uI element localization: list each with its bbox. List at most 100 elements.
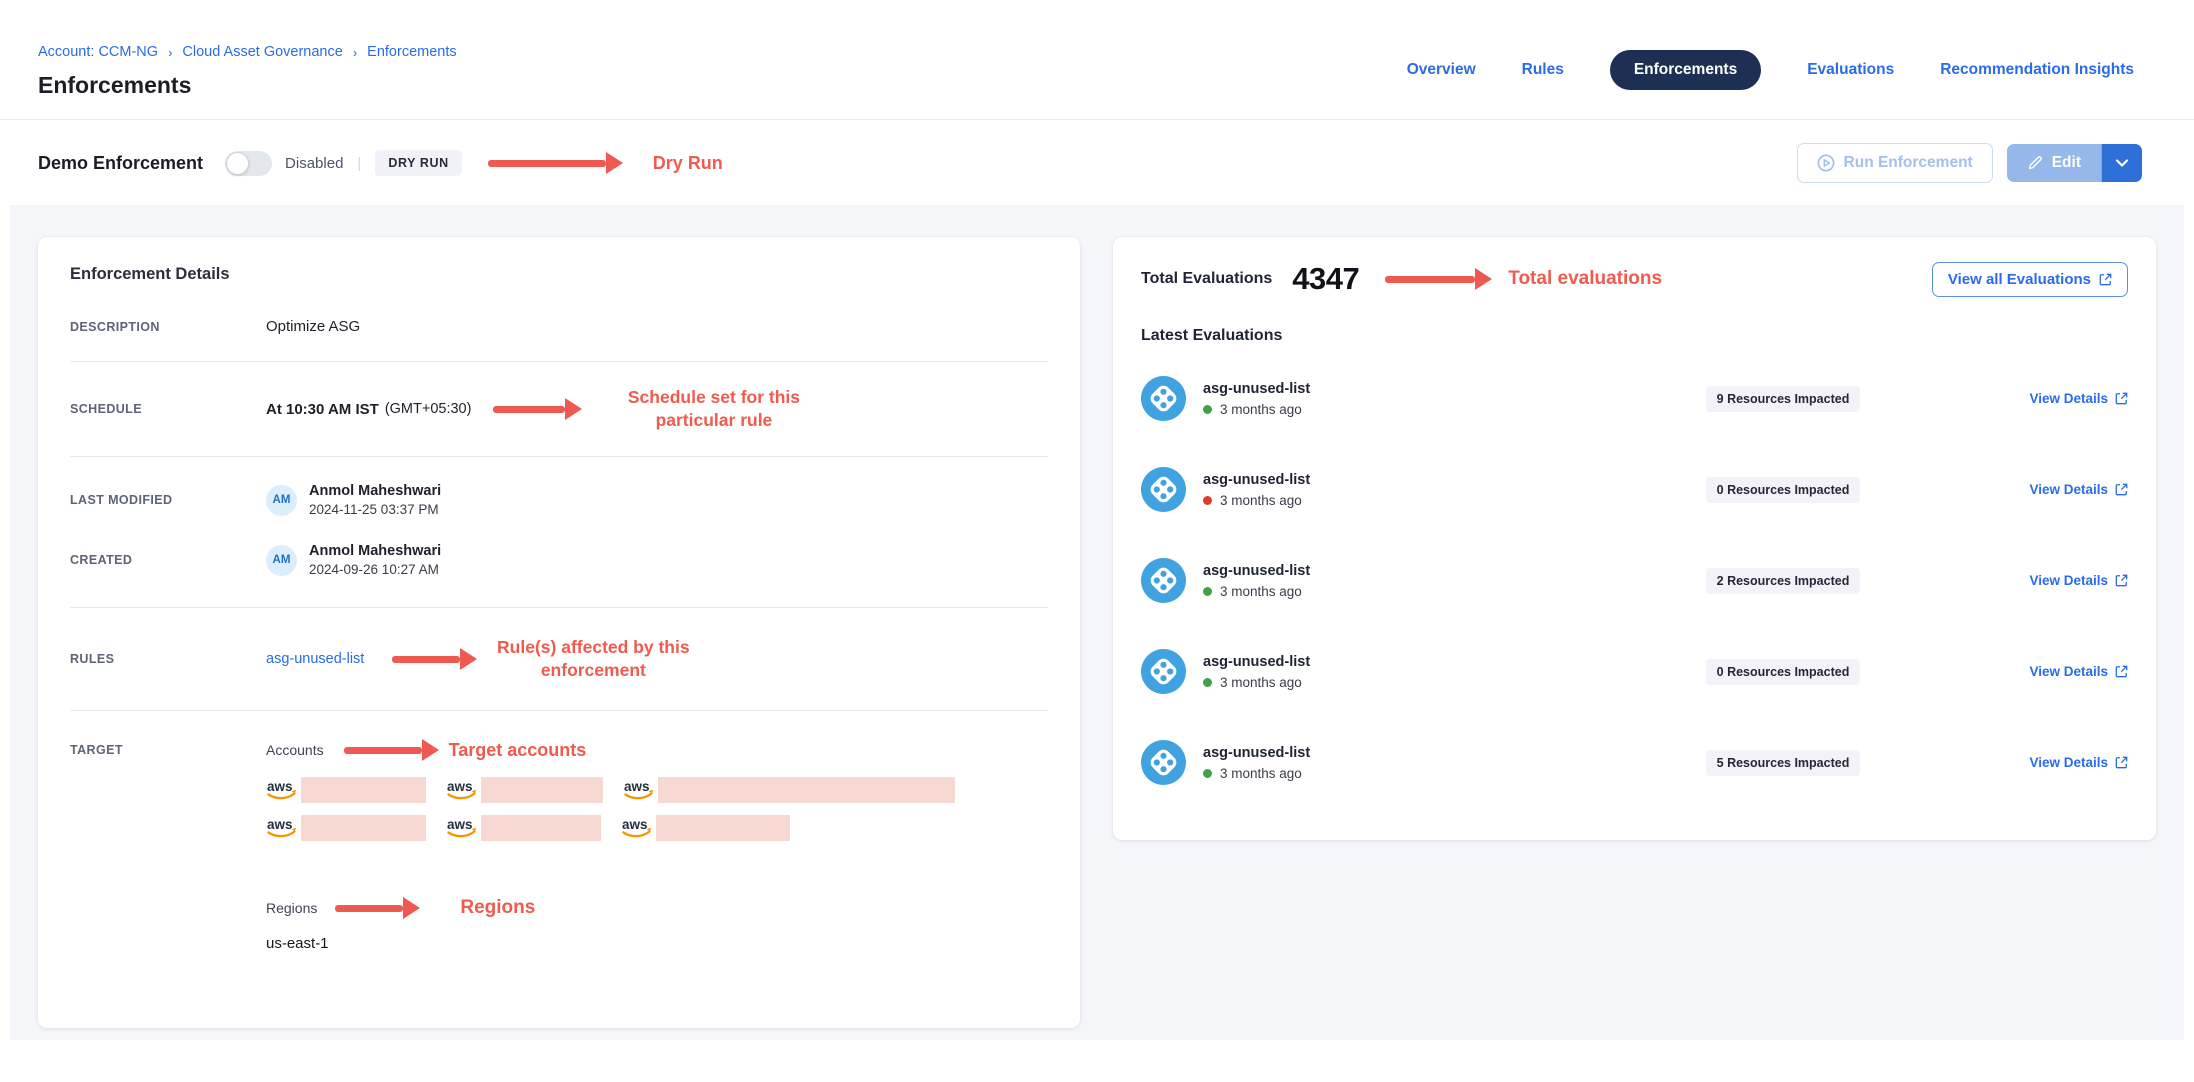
target-account-item: aws <box>623 777 955 804</box>
view-details-link[interactable]: View Details <box>1963 391 2128 406</box>
view-details-link[interactable]: View Details <box>1963 482 2128 497</box>
edit-dropdown-button[interactable] <box>2102 144 2142 182</box>
target-account-item: aws <box>621 815 790 842</box>
evaluation-row: asg-unused-list 3 months ago 0 Resources… <box>1141 626 2128 717</box>
evaluations-list: asg-unused-list 3 months ago 9 Resources… <box>1141 353 2128 808</box>
evaluations-card: Total Evaluations 4347 Total evaluations… <box>1113 237 2156 840</box>
external-link-icon <box>2115 392 2128 405</box>
schedule-value: At 10:30 AM IST <box>266 400 379 418</box>
edit-button[interactable]: Edit <box>2006 144 2102 182</box>
tab-evaluations[interactable]: Evaluations <box>1807 61 1895 78</box>
divider <box>70 361 1048 362</box>
evaluation-time: 3 months ago <box>1220 401 1302 417</box>
external-link-icon <box>2115 665 2128 678</box>
evaluation-rule-name: asg-unused-list <box>1203 744 1311 761</box>
latest-evaluations-label: Latest Evaluations <box>1141 327 1283 344</box>
nav-tabs: Overview Rules Enforcements Evaluations … <box>1407 50 2134 90</box>
evaluation-row: asg-unused-list 3 months ago 0 Resources… <box>1141 444 2128 535</box>
evaluation-info: asg-unused-list 3 months ago <box>1203 472 1603 508</box>
view-details-link[interactable]: View Details <box>1963 573 2128 588</box>
cloud-custodian-icon <box>1141 376 1186 421</box>
breadcrumb-separator-icon: › <box>352 44 358 60</box>
redacted-account-name <box>481 815 601 842</box>
tab-recommendation-insights[interactable]: Recommendation Insights <box>1940 61 2134 78</box>
evaluation-row: asg-unused-list 3 months ago 2 Resources… <box>1141 535 2128 626</box>
edit-split-button: Edit <box>2006 144 2142 182</box>
evaluation-rule-name: asg-unused-list <box>1203 471 1311 488</box>
evaluation-info: asg-unused-list 3 months ago <box>1203 563 1603 599</box>
view-details-link[interactable]: View Details <box>1963 664 2128 679</box>
breadcrumb-governance-link[interactable]: Cloud Asset Governance <box>182 44 343 60</box>
chevron-down-icon <box>2115 159 2129 167</box>
page-header: Account: CCM-NG › Cloud Asset Governance… <box>0 0 2194 120</box>
svg-text:aws: aws <box>447 779 473 794</box>
target-label: TARGET <box>70 743 123 758</box>
evaluation-rule-name: asg-unused-list <box>1203 380 1311 397</box>
aws-logo-icon: aws <box>267 779 297 800</box>
schedule-annotation: Schedule set for this particular rule <box>627 387 800 431</box>
target-accounts-list: aws aws aws aws aws <box>266 777 1048 842</box>
divider <box>70 710 1048 712</box>
breadcrumb: Account: CCM-NG › Cloud Asset Governance… <box>38 44 457 60</box>
target-accounts-row: aws aws aws <box>266 777 1048 804</box>
tab-enforcements[interactable]: Enforcements <box>1609 50 1762 90</box>
svg-text:aws: aws <box>624 779 650 794</box>
cloud-custodian-icon <box>1141 558 1186 603</box>
external-link-icon <box>2115 483 2128 496</box>
divider: | <box>357 154 362 172</box>
redacted-account-name <box>656 815 790 842</box>
avatar: AM <box>266 484 297 516</box>
enforcement-details-card: Enforcement Details DESCRIPTION Optimize… <box>38 237 1080 1028</box>
cloud-custodian-icon <box>1141 740 1186 785</box>
external-link-icon <box>2115 574 2128 587</box>
aws-logo-icon: aws <box>622 817 652 838</box>
breadcrumb-account-link[interactable]: Account: CCM-NG <box>38 44 159 60</box>
annotation-arrow <box>335 897 421 920</box>
redacted-account-name <box>658 777 955 804</box>
view-details-link[interactable]: View Details <box>1963 755 2128 770</box>
schedule-timezone: (GMT+05:30) <box>384 401 472 418</box>
annotation-arrow <box>1385 268 1493 290</box>
toggle-knob <box>226 151 250 175</box>
dry-run-annotation: Dry Run <box>652 152 723 173</box>
evaluation-row: asg-unused-list 3 months ago 5 Resources… <box>1141 717 2128 808</box>
accounts-label: Accounts <box>266 742 324 759</box>
target-account-item: aws <box>266 777 426 804</box>
redacted-account-name <box>301 777 426 804</box>
created-date: 2024-09-26 10:27 AM <box>309 562 439 578</box>
rule-link[interactable]: asg-unused-list <box>266 651 365 668</box>
breadcrumb-enforcements-link[interactable]: Enforcements <box>367 44 457 60</box>
divider <box>70 607 1048 609</box>
aws-logo-icon: aws <box>267 817 297 838</box>
breadcrumb-separator-icon: › <box>168 44 173 60</box>
enabled-toggle[interactable] <box>225 150 273 176</box>
evaluation-time: 3 months ago <box>1220 674 1302 690</box>
view-all-evaluations-button[interactable]: View all Evaluations <box>1931 261 2128 297</box>
resources-impacted-badge: 0 Resources Impacted <box>1705 476 1861 503</box>
divider <box>70 456 1048 458</box>
svg-text:aws: aws <box>622 817 648 832</box>
evaluation-rule-name: asg-unused-list <box>1203 562 1311 579</box>
evaluation-info: asg-unused-list 3 months ago <box>1203 745 1603 781</box>
tab-rules[interactable]: Rules <box>1521 61 1564 78</box>
details-card-title: Enforcement Details <box>70 265 230 283</box>
target-account-item: aws <box>446 777 603 804</box>
toggle-state-label: Disabled <box>285 154 344 172</box>
dry-run-badge: DRY RUN <box>375 150 462 176</box>
target-accounts-row: aws aws aws <box>266 815 1048 842</box>
last-modified-date: 2024-11-25 03:37 PM <box>309 502 439 518</box>
status-dot-icon <box>1203 677 1212 687</box>
run-enforcement-button[interactable]: Run Enforcement <box>1796 143 1993 183</box>
evaluation-rule-name: asg-unused-list <box>1203 653 1311 670</box>
tab-overview[interactable]: Overview <box>1406 61 1476 78</box>
total-evaluations-value: 4347 <box>1292 261 1360 296</box>
evaluation-row: asg-unused-list 3 months ago 9 Resources… <box>1141 353 2128 444</box>
svg-text:aws: aws <box>267 779 293 794</box>
page-title: Enforcements <box>38 72 192 98</box>
cloud-custodian-icon <box>1141 649 1186 694</box>
aws-logo-icon: aws <box>447 817 477 838</box>
svg-text:aws: aws <box>447 817 473 832</box>
total-evaluations-label: Total Evaluations <box>1141 270 1273 287</box>
target-account-item: aws <box>446 815 601 842</box>
